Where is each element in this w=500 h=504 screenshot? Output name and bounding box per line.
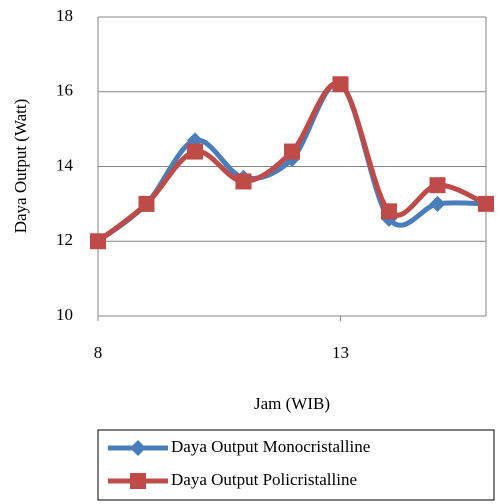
data-point — [332, 76, 349, 93]
series-line — [96, 80, 487, 244]
y-tick-label: 16 — [56, 81, 73, 100]
data-point — [429, 177, 446, 194]
data-point — [138, 195, 155, 212]
data-point — [478, 195, 494, 212]
series-line — [96, 80, 488, 244]
data-point — [284, 143, 300, 160]
data-point — [381, 203, 397, 220]
data-point — [429, 195, 446, 212]
y-axis-label: Daya Output (Watt) — [11, 99, 30, 234]
y-tick-label: 14 — [56, 155, 74, 174]
x-tick-label: 13 — [332, 343, 349, 362]
legend-marker — [130, 473, 146, 489]
legend-box — [97, 429, 495, 501]
y-tick-label: 12 — [56, 230, 73, 249]
data-point — [90, 233, 106, 250]
y-tick-label: 10 — [56, 305, 73, 324]
legend-label: Daya Output Policristalline — [171, 470, 357, 489]
legend-label: Daya Output Monocristalline — [171, 437, 370, 456]
y-tick-label: 18 — [56, 6, 73, 25]
legend-marker — [130, 440, 146, 456]
data-point — [187, 143, 203, 160]
x-axis-label: Jam (WIB) — [254, 394, 330, 413]
data-point — [235, 173, 252, 190]
x-tick-label: 8 — [94, 343, 103, 362]
